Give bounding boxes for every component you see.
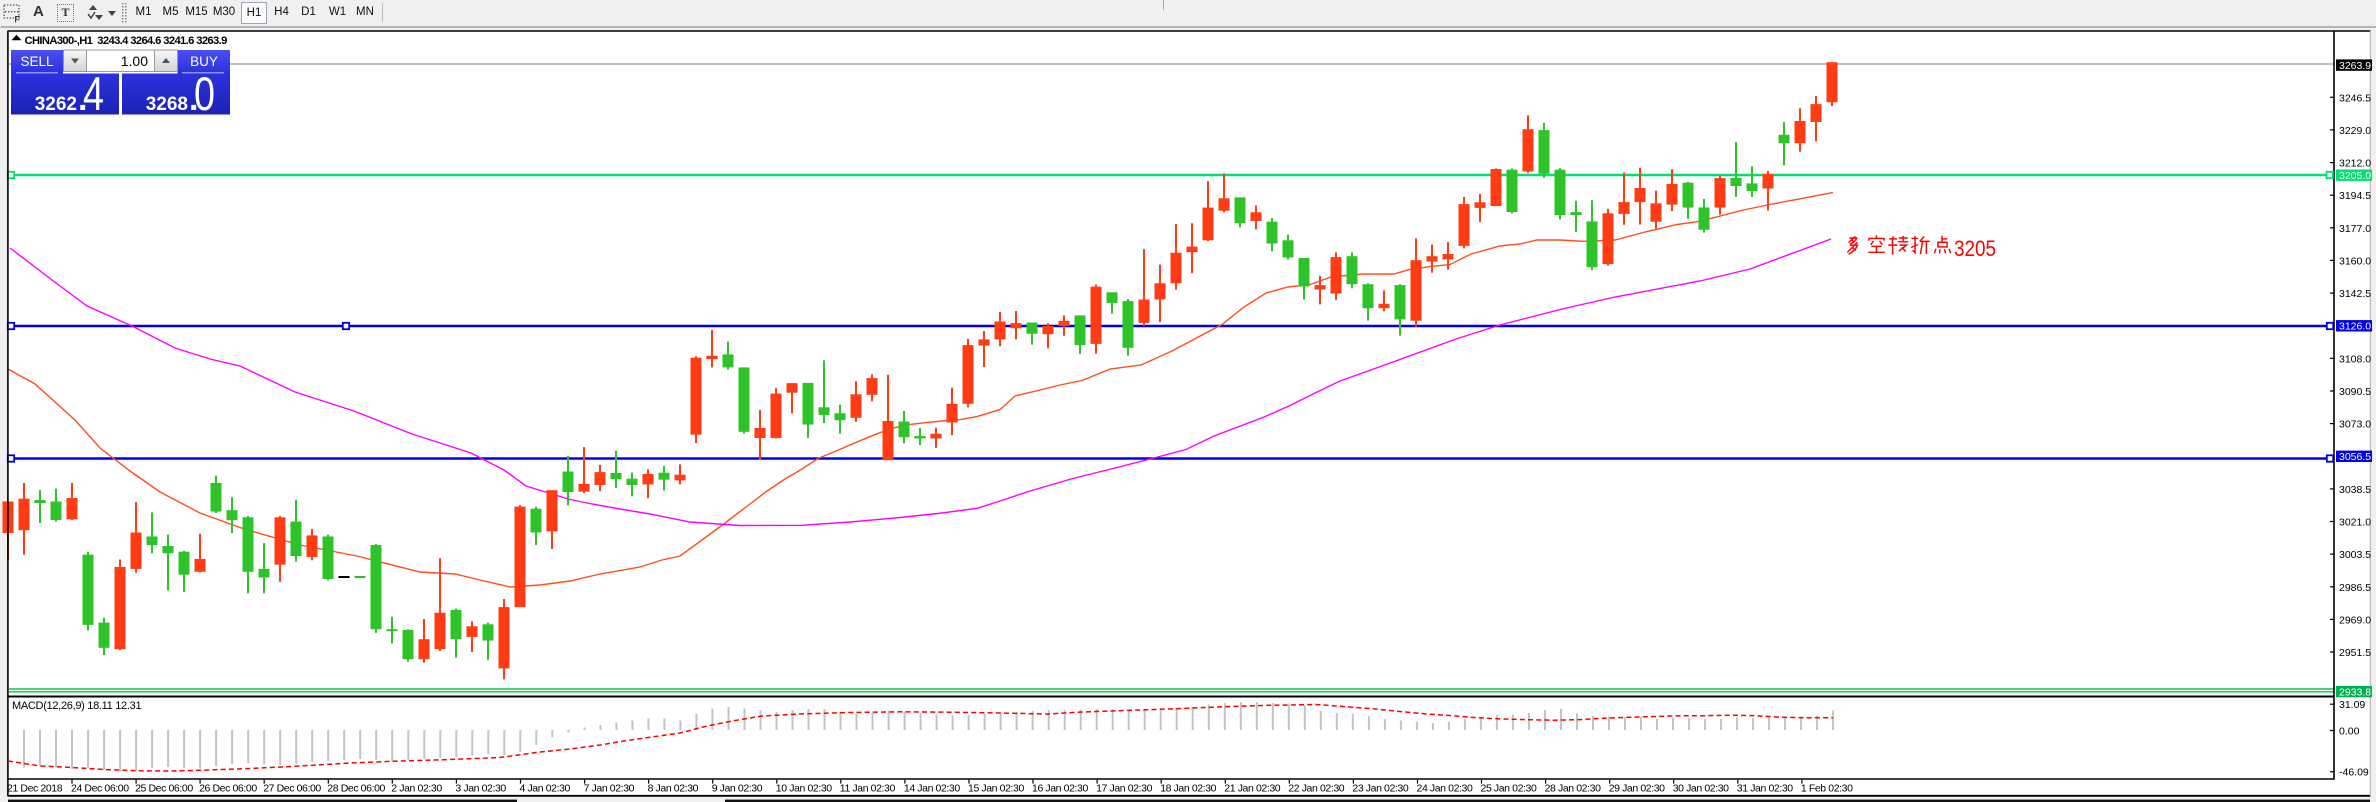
svg-text:11 Jan 02:30: 11 Jan 02:30 (840, 783, 896, 795)
svg-text:3205: 3205 (1954, 236, 1996, 261)
svg-text:3160.0: 3160.0 (2339, 255, 2371, 267)
svg-text:3090.5: 3090.5 (2339, 386, 2371, 398)
svg-text:3229.0: 3229.0 (2339, 125, 2371, 137)
svg-text:14 Jan 02:30: 14 Jan 02:30 (904, 783, 960, 795)
svg-text:17 Jan 02:30: 17 Jan 02:30 (1096, 783, 1152, 795)
svg-text:25 Dec 06:00: 25 Dec 06:00 (135, 783, 193, 795)
svg-text:24 Jan 02:30: 24 Jan 02:30 (1417, 783, 1473, 795)
svg-text:3126.0: 3126.0 (2339, 321, 2371, 333)
svg-text:3246.5: 3246.5 (2339, 92, 2371, 104)
svg-text:21 Jan 02:30: 21 Jan 02:30 (1224, 783, 1280, 795)
svg-text:3262: 3262 (35, 94, 77, 115)
svg-text:28 Dec 06:00: 28 Dec 06:00 (327, 783, 385, 795)
svg-text:4 Jan 02:30: 4 Jan 02:30 (520, 783, 571, 795)
svg-text:MACD(12,26,9) 18.11 12.31: MACD(12,26,9) 18.11 12.31 (12, 700, 141, 712)
svg-text:3056.5: 3056.5 (2339, 451, 2371, 463)
svg-text:SELL: SELL (20, 54, 54, 69)
svg-text:.: . (78, 80, 87, 118)
svg-text:23 Jan 02:30: 23 Jan 02:30 (1352, 783, 1408, 795)
svg-text:15 Jan 02:30: 15 Jan 02:30 (968, 783, 1024, 795)
svg-text:3142.5: 3142.5 (2339, 288, 2371, 300)
svg-text:10 Jan 02:30: 10 Jan 02:30 (776, 783, 832, 795)
svg-text:29 Jan 02:30: 29 Jan 02:30 (1609, 783, 1665, 795)
svg-text:18 Jan 02:30: 18 Jan 02:30 (1160, 783, 1216, 795)
svg-text:24 Dec 06:00: 24 Dec 06:00 (71, 783, 129, 795)
svg-text:3205.0: 3205.0 (2339, 170, 2371, 182)
svg-text:21 Dec 2018: 21 Dec 2018 (7, 783, 63, 795)
svg-text:7 Jan 02:30: 7 Jan 02:30 (584, 783, 635, 795)
svg-text:16 Jan 02:30: 16 Jan 02:30 (1032, 783, 1088, 795)
svg-text:3177.0: 3177.0 (2339, 223, 2371, 235)
svg-text:F: F (15, 15, 21, 25)
svg-text:8 Jan 02:30: 8 Jan 02:30 (648, 783, 699, 795)
svg-text:3038.5: 3038.5 (2339, 484, 2371, 496)
svg-text:3108.0: 3108.0 (2339, 353, 2371, 365)
svg-text:28 Jan 02:30: 28 Jan 02:30 (1545, 783, 1601, 795)
svg-text:3263.9: 3263.9 (2339, 60, 2371, 72)
svg-text:BUY: BUY (190, 54, 218, 69)
svg-text:.: . (189, 80, 198, 118)
svg-text:2951.5: 2951.5 (2339, 647, 2371, 659)
svg-text:2969.0: 2969.0 (2339, 614, 2371, 626)
svg-text:3073.0: 3073.0 (2339, 419, 2371, 431)
svg-text:3212.0: 3212.0 (2339, 158, 2371, 170)
svg-text:31 Jan 02:30: 31 Jan 02:30 (1737, 783, 1793, 795)
svg-text:3003.5: 3003.5 (2339, 549, 2371, 561)
svg-text:3268: 3268 (146, 94, 188, 115)
svg-text:CHINA300-,H1 3243.4 3264.6 32: CHINA300-,H1 3243.4 3264.6 3241.6 3263.9 (25, 35, 228, 47)
svg-text:0.00: 0.00 (2339, 726, 2360, 738)
svg-text:31.09: 31.09 (2339, 699, 2365, 711)
svg-text:-46.09: -46.09 (2339, 767, 2369, 779)
svg-text:0: 0 (194, 67, 215, 120)
svg-text:2986.5: 2986.5 (2339, 582, 2371, 594)
svg-text:22 Jan 02:30: 22 Jan 02:30 (1288, 783, 1344, 795)
svg-text:26 Dec 06:00: 26 Dec 06:00 (199, 783, 257, 795)
svg-text:1 Feb 02:30: 1 Feb 02:30 (1801, 783, 1853, 795)
svg-text:4: 4 (83, 67, 104, 120)
svg-text:9 Jan 02:30: 9 Jan 02:30 (712, 783, 763, 795)
svg-text:2933.8: 2933.8 (2339, 687, 2371, 699)
svg-text:3021.0: 3021.0 (2339, 517, 2371, 529)
svg-text:3194.5: 3194.5 (2339, 190, 2371, 202)
svg-text:2 Jan 02:30: 2 Jan 02:30 (391, 783, 442, 795)
svg-text:30 Jan 02:30: 30 Jan 02:30 (1673, 783, 1729, 795)
svg-text:1.00: 1.00 (121, 53, 148, 69)
svg-text:27 Dec 06:00: 27 Dec 06:00 (263, 783, 321, 795)
svg-text:25 Jan 02:30: 25 Jan 02:30 (1481, 783, 1537, 795)
svg-text:3 Jan 02:30: 3 Jan 02:30 (455, 783, 506, 795)
